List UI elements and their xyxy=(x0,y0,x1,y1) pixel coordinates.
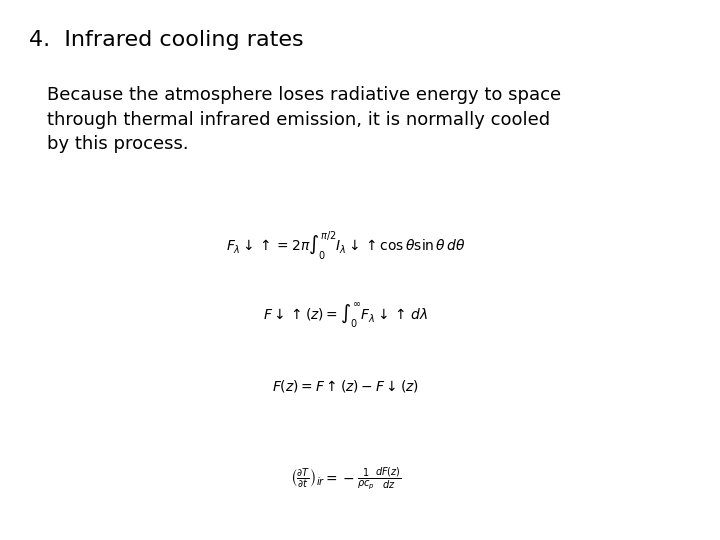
Text: Because the atmosphere loses radiative energy to space
through thermal infrared : Because the atmosphere loses radiative e… xyxy=(47,86,561,153)
Text: $\left(\frac{\partial T}{\partial t}\right)_{ir} = -\frac{1}{\rho c_p}\frac{dF(z: $\left(\frac{\partial T}{\partial t}\rig… xyxy=(290,465,401,491)
Text: 4.  Infrared cooling rates: 4. Infrared cooling rates xyxy=(29,30,303,50)
Text: $F_{\lambda}\downarrow\uparrow= 2\pi\int_0^{\pi/2} I_{\lambda}\downarrow\uparrow: $F_{\lambda}\downarrow\uparrow= 2\pi\int… xyxy=(226,229,465,262)
Text: $F(z) = F\uparrow(z) - F\downarrow(z)$: $F(z) = F\uparrow(z) - F\downarrow(z)$ xyxy=(272,378,419,394)
Text: $F\downarrow\uparrow(z) = \int_0^{\infty} F_{\lambda}\downarrow\uparrow\,d\lambd: $F\downarrow\uparrow(z) = \int_0^{\infty… xyxy=(263,301,428,330)
